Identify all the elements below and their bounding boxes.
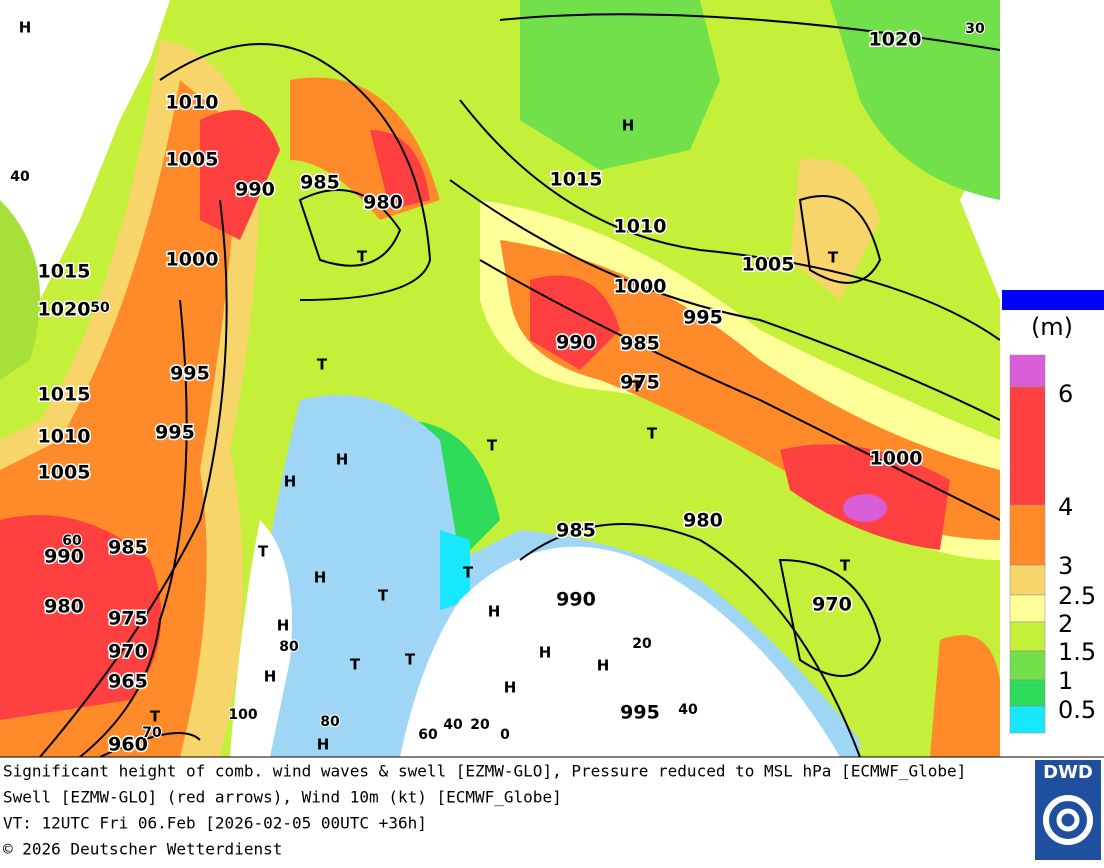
high-marker: H [622,117,635,135]
contour-label: 100 [228,707,257,723]
isobar-label: 1015 [38,384,91,406]
isobar-label: 970 [812,594,852,616]
legend-label: 1.5 [1058,638,1096,666]
low-marker: T [317,356,328,374]
high-marker: H [488,603,501,621]
legend-label: 0.5 [1058,696,1096,724]
isobar-label: 995 [620,702,660,724]
isobar-label: 990 [44,546,84,568]
high-marker: H [314,569,327,587]
legend-label: 4 [1058,493,1073,521]
caption-line: © 2026 Deutscher Wetterdienst [3,840,282,859]
caption-line: Swell [EZMW-GLO] (red arrows), Wind 10m … [3,788,562,807]
isobar-label: 985 [108,537,148,559]
low-marker: T [487,437,498,455]
high-marker: H [504,679,517,697]
contour-label: 40 [10,169,30,185]
legend-bar [1002,290,1104,310]
map-field [0,0,1000,757]
isobar-label: 1005 [166,149,219,171]
isobar-label: 985 [620,333,660,355]
isobar-label: 1020 [869,29,922,51]
caption-line: Significant height of comb. wind waves &… [3,762,966,781]
low-marker: T [258,543,269,561]
contour-label: 30 [965,21,985,37]
high-marker: H [19,19,32,37]
isobar-label: 995 [170,363,210,385]
legend-label: 2 [1058,610,1073,638]
isobar-label: 1015 [550,169,603,191]
low-marker: T [828,249,839,267]
isobar-label: 1010 [38,426,91,448]
isobar-label: 995 [683,307,723,329]
isobar-label: 980 [363,192,403,214]
isobar-label: 980 [44,596,84,618]
isobar-label: 975 [620,372,660,394]
isobar-label: 970 [108,641,148,663]
legend-label: 1 [1058,667,1073,695]
high-marker: H [597,657,610,675]
contour-label: 60 [418,727,438,743]
isobar-label: 990 [235,179,275,201]
isobar-label: 990 [556,332,596,354]
isobar-label: 975 [108,608,148,630]
low-marker: T [378,587,389,605]
legend-label: 6 [1058,380,1073,408]
contour-label: 50 [90,300,110,316]
contour-label: 0 [500,727,510,743]
high-marker: H [336,451,349,469]
low-marker: T [357,248,368,266]
low-marker: T [150,708,161,726]
isobar-label: 1010 [166,92,219,114]
isobar-label: 1020 [38,299,91,321]
isobar-label: 995 [155,422,195,444]
low-marker: T [405,651,416,669]
contour-label: 60 [62,533,82,549]
high-marker: H [264,668,277,686]
high-marker: H [284,473,297,491]
logo-icon [1056,808,1080,832]
high-marker: H [277,617,290,635]
high-marker: H [317,736,330,754]
caption-line: VT: 12UTC Fri 06.Feb [2026-02-05 00UTC +… [3,814,427,833]
contour-label: 40 [443,717,463,733]
isobar-label: 1015 [38,261,91,283]
legend-label: 2.5 [1058,582,1096,610]
high-marker: H [539,644,552,662]
isobar-label: 1000 [614,276,667,298]
isobar-label: 1000 [870,448,923,470]
low-marker: T [350,656,361,674]
contour-label: 80 [279,639,299,655]
isobar-label: 1005 [742,254,795,276]
isobar-label: 990 [556,589,596,611]
legend-unit: (m) [1031,313,1073,341]
isobar-label: 1010 [614,216,667,238]
isobar-label: 980 [683,510,723,532]
low-marker: T [840,557,851,575]
isobar-label: 1005 [38,462,91,484]
isobar-label: 965 [108,671,148,693]
isobar-label: 1000 [166,249,219,271]
contour-label: 80 [320,714,340,730]
contour-label: 20 [632,636,652,652]
legend-label: 3 [1058,552,1073,580]
isobar-label: 985 [300,172,340,194]
contour-label: 70 [142,725,162,741]
low-marker: T [632,378,643,396]
contour-label: 40 [678,702,698,718]
colorbar [1009,354,1046,734]
logo-text: DWD [1043,762,1093,783]
logo-icon [1043,795,1093,845]
isobar-label: 985 [556,520,596,542]
isobar-label: 960 [108,734,148,756]
low-marker: T [647,425,658,443]
contour-label: 20 [470,717,490,733]
low-marker: T [463,564,474,582]
